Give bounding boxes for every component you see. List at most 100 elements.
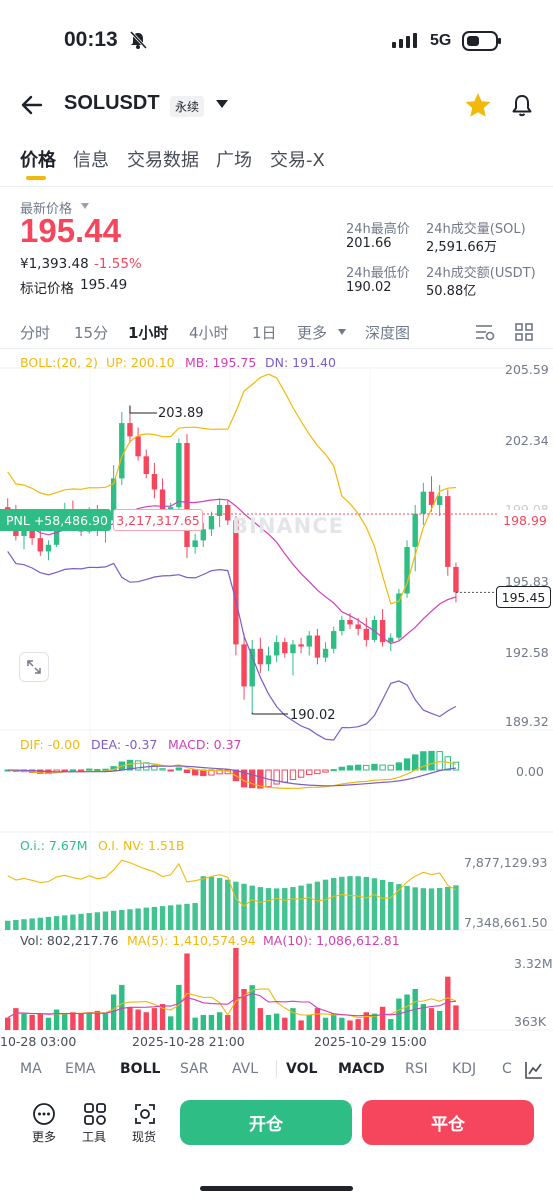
oi-bar	[388, 882, 394, 930]
tab-square[interactable]: 广场	[216, 150, 252, 171]
spot-label[interactable]: 现货	[132, 1130, 157, 1144]
favorite-star-icon[interactable]	[464, 92, 492, 118]
more-caret-icon[interactable]	[337, 328, 347, 336]
tools-label[interactable]: 工具	[82, 1130, 107, 1144]
caret-down-icon[interactable]	[80, 202, 90, 210]
macd-histogram-bar	[102, 768, 109, 771]
interval-time[interactable]: 分时	[20, 324, 51, 342]
indicator-tab-ema[interactable]: EMA	[65, 1061, 96, 1077]
volume-bar	[29, 1014, 35, 1030]
candle-body	[404, 547, 410, 594]
oi-bar	[453, 885, 459, 930]
indicator-tab-vol[interactable]: VOL	[286, 1061, 318, 1077]
volume-bar	[355, 1019, 361, 1030]
depth-chart-tab[interactable]: 深度图	[365, 324, 411, 342]
candle-body	[339, 620, 345, 632]
macd-histogram-bar	[420, 751, 427, 771]
macd-histogram-bar	[77, 769, 85, 772]
tools-icon[interactable]	[83, 1102, 107, 1126]
divider	[0, 348, 553, 349]
oi-bar	[184, 903, 190, 930]
tab-trade-x[interactable]: 交易-X	[270, 150, 325, 171]
tab-trading-data[interactable]: 交易数据	[127, 150, 199, 171]
interval-more[interactable]: 更多	[297, 324, 328, 342]
macd-histogram-bar	[428, 750, 435, 771]
macd-histogram-bar	[94, 768, 101, 771]
candle-body	[265, 655, 272, 665]
candle-body	[192, 540, 198, 548]
pnl-badge[interactable]: PNL +58,486.90	[0, 509, 111, 531]
position-size-badge[interactable]: 3,217,317.65	[113, 509, 203, 531]
oi-bar	[233, 881, 239, 930]
tab-info[interactable]: 信息	[73, 150, 109, 171]
interval-1h[interactable]: 1小时	[128, 324, 169, 342]
tab-price[interactable]: 价格	[20, 150, 56, 171]
fullscreen-button[interactable]	[19, 652, 49, 682]
indicator-tab-avl[interactable]: AVL	[232, 1061, 259, 1077]
tab-separator	[276, 1060, 277, 1078]
open-position-button[interactable]: 开仓	[180, 1100, 352, 1145]
macd-histogram-bar	[289, 769, 297, 780]
indicator-chart-icon[interactable]	[524, 1060, 544, 1080]
macd-histogram-bar	[387, 764, 394, 771]
volume-bar	[347, 1020, 353, 1030]
y-axis-label: 202.34	[505, 433, 549, 448]
volume-bar	[265, 1014, 272, 1030]
candle-body	[331, 631, 337, 649]
macd-histogram-bar	[322, 769, 329, 773]
oi-nv-value: O.I. NV: 1.51B	[98, 838, 185, 853]
volume-bar	[184, 953, 190, 1030]
dropdown-triangle-icon[interactable]	[214, 98, 230, 110]
candle-body	[200, 529, 206, 541]
volume-bar	[306, 1014, 312, 1030]
expand-icon	[27, 660, 41, 674]
macd-histogram-bar	[436, 751, 443, 771]
candle-body	[436, 496, 443, 505]
layout-grid-icon[interactable]	[514, 322, 534, 342]
indicator-tab-boll[interactable]: BOLL	[120, 1061, 161, 1077]
last-price-label[interactable]: 最新价格	[20, 202, 73, 217]
macd-histogram-bar	[167, 769, 174, 772]
indicator-tab-ma[interactable]: MA	[20, 1061, 42, 1077]
home-indicator	[200, 1186, 353, 1191]
volume-bar	[21, 1013, 27, 1030]
interval-1d[interactable]: 1日	[252, 324, 277, 342]
candle-body	[322, 648, 329, 658]
volume-bar	[339, 1017, 345, 1030]
oi-bar	[265, 888, 272, 930]
indicator-tab-macd[interactable]: MACD	[338, 1061, 385, 1077]
current-price-tag: 195.45	[496, 586, 551, 608]
candle-body	[428, 491, 435, 505]
indicator-tab-rsi[interactable]: RSI	[405, 1061, 428, 1077]
volume-bar	[119, 984, 125, 1030]
back-arrow-icon[interactable]	[20, 94, 44, 116]
macd-histogram-bar	[151, 764, 158, 771]
candle-body	[282, 642, 288, 654]
indicator-tab-sar[interactable]: SAR	[180, 1061, 209, 1077]
oi-bar	[249, 885, 255, 930]
volume-bar	[257, 1008, 264, 1030]
more-icon[interactable]	[32, 1102, 56, 1126]
candle-body	[29, 527, 35, 539]
close-position-button[interactable]: 平仓	[362, 1100, 534, 1145]
symbol-title[interactable]: SOLUSDT	[64, 92, 160, 114]
candlestick-chart[interactable]	[0, 348, 553, 1053]
oi-bar	[5, 920, 11, 930]
oi-bar	[70, 914, 76, 930]
oi-bar	[200, 876, 206, 930]
volume-bar	[53, 1009, 60, 1030]
notification-bell-icon[interactable]	[510, 93, 534, 119]
indicator-tab-kdj[interactable]: KDJ	[452, 1061, 477, 1077]
interval-15m[interactable]: 15分	[74, 324, 109, 342]
oi-bar	[339, 876, 345, 930]
oi-bar	[322, 879, 329, 930]
interval-4h[interactable]: 4小时	[189, 324, 229, 342]
chart-settings-icon[interactable]	[474, 322, 496, 342]
macd-histogram-bar	[403, 758, 411, 771]
entry-price-tag: 198.99	[500, 510, 550, 530]
more-label[interactable]: 更多	[32, 1130, 57, 1144]
candle-body	[151, 473, 158, 490]
candle-body	[273, 642, 280, 656]
indicator-tab-more[interactable]: C	[502, 1061, 512, 1077]
spot-icon[interactable]	[133, 1102, 157, 1126]
